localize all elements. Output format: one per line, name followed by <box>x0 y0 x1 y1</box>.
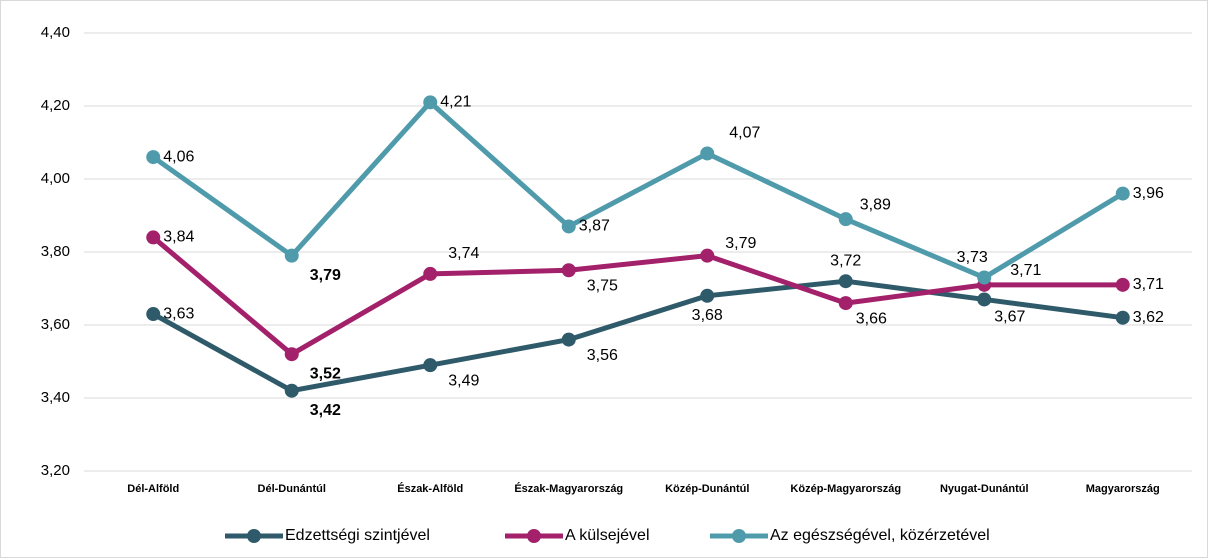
data-label: 3,66 <box>856 310 887 327</box>
data-label: 3,75 <box>587 277 618 294</box>
legend-label: A külsejével <box>565 527 650 544</box>
data-label: 4,06 <box>163 148 194 165</box>
data-label: 3,67 <box>994 309 1025 326</box>
x-tick-label: Magyarország <box>1086 483 1160 495</box>
y-tick-label: 4,20 <box>41 97 70 114</box>
series-line <box>152 278 1124 394</box>
data-point <box>561 263 576 278</box>
y-tick-label: 3,80 <box>41 243 70 260</box>
x-tick-label: Közép-Magyarország <box>790 483 901 495</box>
data-point <box>838 274 853 289</box>
data-label: 3,72 <box>830 252 861 269</box>
legend-marker <box>732 529 746 543</box>
legend-marker <box>247 529 261 543</box>
data-label: 3,79 <box>310 267 341 284</box>
data-label: 3,56 <box>587 347 618 364</box>
y-tick-label: 4,00 <box>41 170 70 187</box>
data-label: 3,71 <box>1133 276 1164 293</box>
legend-label: Az egészségével, közérzetével <box>770 527 990 544</box>
y-tick-label: 3,40 <box>41 389 70 406</box>
data-point <box>700 248 715 263</box>
y-tick-label: 3,60 <box>41 316 70 333</box>
legend-label: Edzettségi szintjével <box>285 527 430 544</box>
data-point <box>146 307 161 322</box>
data-point <box>423 95 438 110</box>
legend-marker <box>527 529 541 543</box>
data-point <box>700 146 715 161</box>
data-label: 4,07 <box>729 125 760 142</box>
x-tick-label: Észak-Alföld <box>397 482 463 495</box>
data-point <box>423 358 438 373</box>
x-tick-label: Nyugat-Dunántúl <box>940 483 1029 495</box>
x-tick-label: Dél-Alföld <box>127 483 179 495</box>
data-label: 3,73 <box>957 249 988 266</box>
data-point <box>561 332 576 347</box>
data-label: 3,87 <box>579 218 610 235</box>
data-point <box>561 219 576 234</box>
data-point <box>1115 186 1130 201</box>
data-label: 3,62 <box>1133 309 1164 326</box>
data-label: 4,21 <box>440 94 471 111</box>
data-point <box>700 288 715 303</box>
data-point <box>977 270 992 285</box>
data-label: 3,68 <box>692 307 723 324</box>
data-point <box>284 248 299 263</box>
data-point <box>146 230 161 245</box>
data-label: 3,84 <box>163 229 194 246</box>
data-point <box>284 347 299 362</box>
data-label: 3,89 <box>860 196 891 213</box>
data-label: 3,49 <box>448 372 479 389</box>
data-point <box>838 296 853 311</box>
data-point <box>146 150 161 165</box>
x-tick-label: Észak-Magyarország <box>514 482 623 495</box>
data-point <box>1115 277 1130 292</box>
y-tick-label: 4,40 <box>41 24 70 41</box>
data-point <box>838 212 853 227</box>
data-point <box>977 292 992 307</box>
y-tick-label: 3,20 <box>41 462 70 479</box>
x-tick-label: Dél-Dunántúl <box>258 483 326 495</box>
data-label: 3,96 <box>1133 185 1164 202</box>
series-line <box>151 99 1125 281</box>
data-point <box>423 266 438 281</box>
data-label: 3,52 <box>310 365 341 382</box>
data-label: 3,42 <box>310 402 341 419</box>
data-label: 3,79 <box>725 235 756 252</box>
data-label: 3,63 <box>163 305 194 322</box>
data-label: 3,74 <box>448 245 479 262</box>
data-point <box>284 383 299 398</box>
x-tick-label: Közép-Dunántúl <box>665 483 749 495</box>
data-label: 3,71 <box>1010 262 1041 279</box>
data-point <box>1115 310 1130 325</box>
series-line <box>151 235 1123 357</box>
